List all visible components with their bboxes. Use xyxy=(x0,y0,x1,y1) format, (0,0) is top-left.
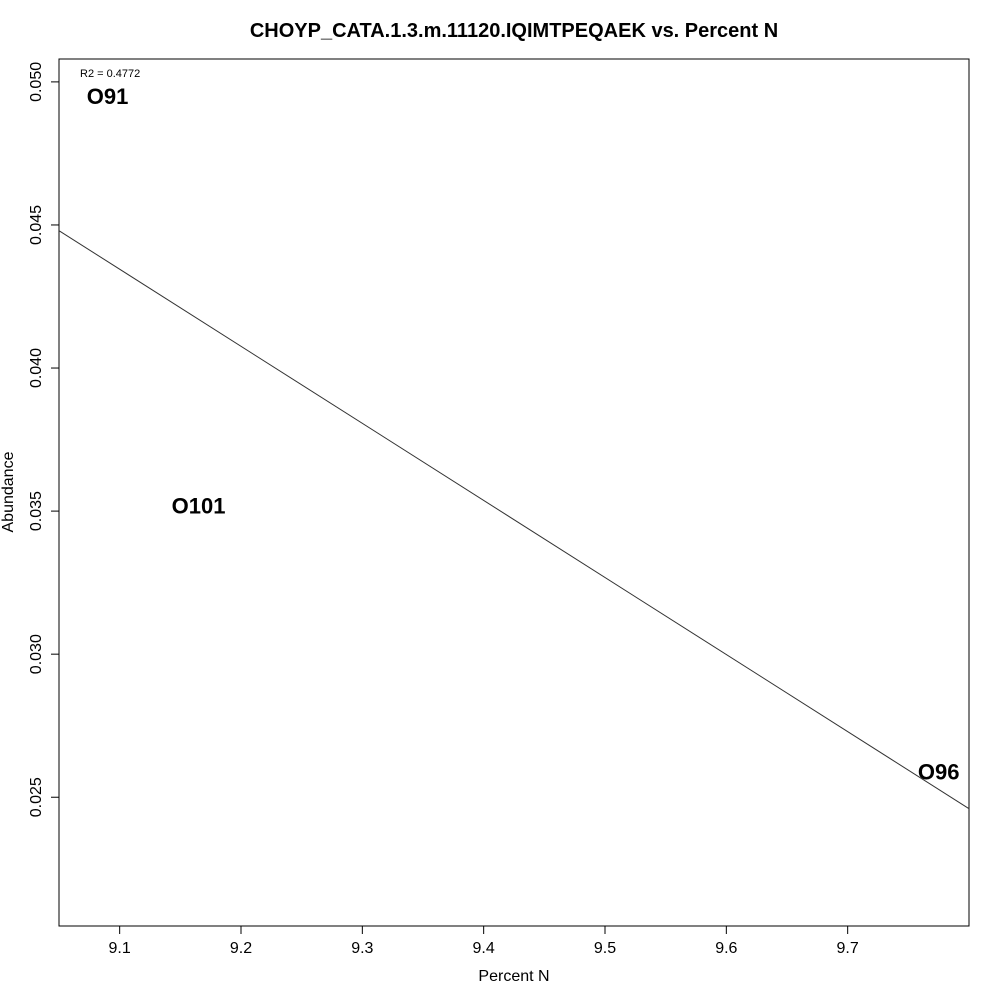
y-tick-label: 0.035 xyxy=(28,491,45,531)
regression-line xyxy=(58,230,970,810)
y-tick-label: 0.045 xyxy=(28,205,45,245)
y-tick-label: 0.040 xyxy=(28,348,45,388)
point-label-o96: O96 xyxy=(918,759,960,784)
x-tick-label: 9.2 xyxy=(230,940,252,957)
y-tick-label: 0.025 xyxy=(28,777,45,817)
x-axis-label: Percent N xyxy=(478,968,549,985)
x-tick-label: 9.3 xyxy=(351,940,373,957)
x-tick-label: 9.1 xyxy=(109,940,131,957)
y-axis: 0.025 0.030 0.035 0.040 0.045 0.050 xyxy=(28,62,59,817)
x-tick-label: 9.7 xyxy=(837,940,859,957)
y-tick-label: 0.050 xyxy=(28,62,45,102)
x-tick-label: 9.6 xyxy=(715,940,737,957)
data-points: O91 O101 O96 xyxy=(87,84,960,784)
point-label-o101: O101 xyxy=(172,493,226,518)
chart-title: CHOYP_CATA.1.3.m.11120.IQIMTPEQAEK vs. P… xyxy=(250,20,778,42)
y-tick-label: 0.030 xyxy=(28,634,45,674)
r2-annotation: R2 = 0.4772 xyxy=(80,68,140,80)
x-axis: 9.1 9.2 9.3 9.4 9.5 9.6 9.7 xyxy=(109,926,859,957)
point-label-o91: O91 xyxy=(87,84,129,109)
x-tick-label: 9.4 xyxy=(473,940,495,957)
y-axis-label: Abundance xyxy=(0,451,17,532)
plot-frame xyxy=(58,58,970,927)
x-tick-label: 9.5 xyxy=(594,940,616,957)
